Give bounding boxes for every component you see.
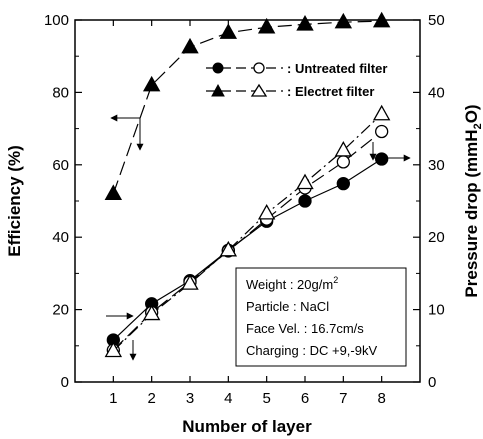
series-line [112, 131, 383, 351]
data-point-circle [298, 194, 312, 208]
left-y-axis-title: Efficiency (%) [5, 145, 24, 256]
series-3-triangle-open [104, 104, 391, 358]
data-point-triangle [257, 203, 276, 220]
legend-open-circle [253, 62, 265, 74]
series-2-triangle-filled [104, 11, 391, 201]
left-y-tick-label: 40 [52, 229, 69, 246]
data-point-triangle [372, 11, 391, 28]
data-point-triangle [181, 274, 199, 290]
x-tick-label: 3 [186, 390, 194, 407]
legend-label-untreated: : Untreated filter [287, 61, 387, 76]
legend-electret: : Electret filter [206, 83, 374, 99]
right-y-tick-label: 40 [428, 84, 445, 101]
data-point-triangle [142, 304, 161, 321]
info-face-velocity: Face Vel. : 16.7cm/s [246, 321, 364, 336]
x-tick-label: 6 [301, 390, 309, 407]
axis-indicator-arrows [106, 114, 411, 361]
left-y-tick-label: 100 [44, 12, 69, 29]
left-y-tick-label: 20 [52, 302, 69, 319]
data-point-triangle [104, 341, 123, 358]
right-y-axis-title: Pressure drop (mmH2O) [462, 104, 483, 297]
right-y-axis-ticks: 0 10 20 30 40 50 [413, 12, 445, 391]
series-line [112, 158, 382, 341]
x-tick-label: 2 [147, 390, 155, 407]
right-y-tick-label: 20 [428, 229, 445, 246]
legend-label-electret: : Electret filter [287, 84, 374, 99]
x-tick-label: 5 [262, 390, 270, 407]
data-point-triangle [334, 140, 353, 157]
data-point-triangle [372, 104, 391, 121]
data-point-triangle [296, 15, 314, 31]
data-point-triangle [104, 184, 123, 201]
x-tick-label: 1 [109, 390, 117, 407]
data-point-triangle [181, 37, 199, 54]
legend-filled-circle [212, 62, 224, 74]
data-point-circle [375, 152, 389, 166]
x-tick-label: 8 [377, 390, 385, 407]
legend-filled-triangle [211, 83, 225, 97]
right-y-tick-label: 0 [428, 374, 436, 391]
data-point-triangle [142, 75, 161, 92]
data-point-triangle [219, 240, 238, 257]
info-box: Weight : 20g/m2 Particle : NaCl Face Vel… [235, 267, 407, 367]
info-charging: Charging : DC +9,-9kV [246, 343, 377, 358]
series-line [112, 20, 382, 194]
legend-untreated: : Untreated filter [206, 61, 387, 76]
legend: : Untreated filter : Electret filter [206, 61, 387, 99]
data-point-circle [336, 176, 350, 191]
data-point-triangle [296, 173, 314, 190]
legend-open-triangle [250, 83, 268, 97]
right-y-tick-label: 50 [428, 12, 445, 29]
data-point-circle [375, 124, 389, 139]
data-point-triangle [219, 23, 238, 39]
data-point-triangle [334, 12, 353, 29]
x-axis-title: Number of layer [182, 417, 312, 436]
data-series [104, 11, 391, 358]
right-y-tick-label: 30 [428, 157, 445, 174]
data-point-circle [336, 155, 350, 169]
left-y-tick-label: 60 [52, 157, 69, 174]
x-tick-label: 7 [339, 390, 347, 407]
left-y-tick-label: 80 [52, 84, 69, 101]
info-weight: Weight : 20g/m2 [246, 275, 338, 292]
left-y-axis-ticks: 0 20 40 60 80 100 [44, 12, 82, 391]
info-particle: Particle : NaCl [246, 299, 329, 314]
left-y-tick-label: 0 [61, 374, 69, 391]
data-point-triangle [257, 17, 276, 34]
x-tick-label: 4 [224, 390, 232, 407]
right-y-tick-label: 10 [428, 302, 445, 319]
